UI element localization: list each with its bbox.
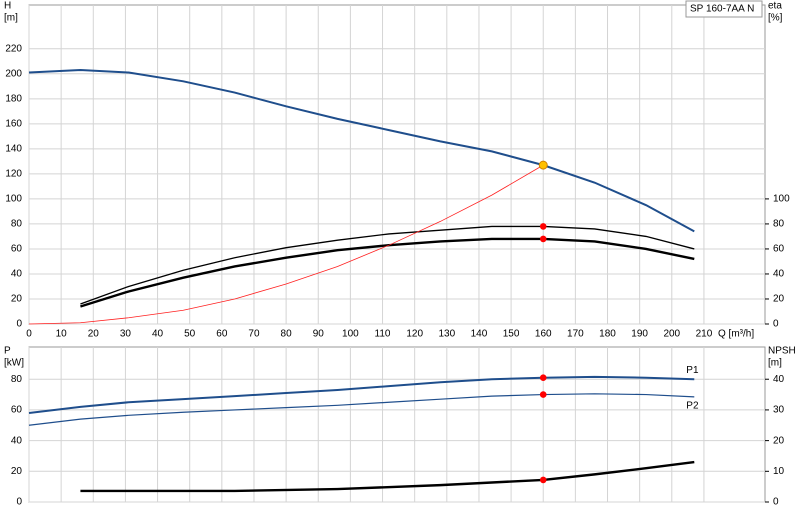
y-tick-label: 220 bbox=[5, 43, 22, 54]
y2-tick-label: 20 bbox=[773, 294, 785, 305]
curve bbox=[28, 164, 544, 325]
x-tick-label: 10 bbox=[56, 329, 68, 340]
y-tick-label: 60 bbox=[11, 244, 23, 255]
x-tick-label: 130 bbox=[438, 329, 455, 340]
plot-area bbox=[28, 4, 766, 325]
y-tick-label: 180 bbox=[5, 93, 22, 104]
y2-tick-label: 40 bbox=[773, 374, 785, 385]
curve bbox=[80, 460, 695, 493]
x-tick-label: 30 bbox=[120, 329, 132, 340]
y-tick-label: 140 bbox=[5, 144, 22, 155]
x-tick-label: 70 bbox=[248, 329, 260, 340]
y-tick-label: 40 bbox=[11, 435, 23, 446]
curve bbox=[28, 375, 695, 414]
y2-axis-label: NPSH bbox=[768, 346, 796, 357]
series-label: P2 bbox=[686, 401, 699, 412]
y-tick-label: 20 bbox=[11, 466, 23, 477]
curve bbox=[80, 225, 695, 305]
x-tick-label: 50 bbox=[184, 329, 196, 340]
y-tick-label: 0 bbox=[16, 497, 22, 508]
y2-axis-label: eta bbox=[768, 1, 782, 12]
y-axis-label: [m] bbox=[4, 13, 18, 24]
x-tick-label: 170 bbox=[567, 329, 584, 340]
y2-tick-label: 30 bbox=[773, 405, 785, 416]
x-tick-label: 140 bbox=[471, 329, 488, 340]
y-tick-label: 160 bbox=[5, 118, 22, 129]
y-axis-label: P bbox=[4, 346, 11, 357]
x-tick-label: 120 bbox=[406, 329, 423, 340]
x-tick-label: 90 bbox=[313, 329, 325, 340]
operating-point bbox=[539, 235, 547, 243]
operating-point bbox=[538, 160, 548, 170]
y2-tick-label: 80 bbox=[773, 219, 785, 230]
operating-point bbox=[539, 223, 547, 230]
y-tick-label: 80 bbox=[11, 374, 23, 385]
y-tick-label: 40 bbox=[11, 269, 23, 280]
series-label: P1 bbox=[686, 365, 699, 376]
y2-tick-label: 40 bbox=[773, 269, 785, 280]
y2-tick-label: 100 bbox=[773, 194, 790, 205]
operating-point bbox=[539, 374, 547, 381]
title-box bbox=[685, 0, 763, 18]
x-tick-label: 190 bbox=[631, 329, 648, 340]
y2-tick-label: 60 bbox=[773, 244, 785, 255]
x-tick-label: 150 bbox=[503, 329, 520, 340]
y-tick-label: 100 bbox=[5, 194, 22, 205]
y-axis-label: H bbox=[4, 1, 11, 12]
curve bbox=[28, 393, 695, 426]
x-axis-label: Q [m³/h] bbox=[718, 329, 754, 340]
y-tick-label: 20 bbox=[11, 294, 23, 305]
operating-point bbox=[539, 391, 547, 398]
x-tick-label: 210 bbox=[696, 329, 713, 340]
x-tick-label: 20 bbox=[88, 329, 100, 340]
x-tick-label: 110 bbox=[375, 329, 391, 340]
y2-tick-label: 0 bbox=[773, 497, 779, 508]
y-tick-label: 0 bbox=[16, 319, 22, 330]
x-tick-label: 180 bbox=[599, 329, 616, 340]
x-tick-label: 160 bbox=[535, 329, 552, 340]
y2-axis-label: [%] bbox=[768, 13, 783, 24]
y-axis-label: [kW] bbox=[4, 358, 24, 369]
x-tick-label: 0 bbox=[26, 329, 32, 340]
y2-tick-label: 10 bbox=[773, 466, 785, 477]
y2-axis-label: [m] bbox=[768, 358, 782, 369]
y-tick-label: 120 bbox=[5, 169, 22, 180]
x-tick-label: 80 bbox=[281, 329, 293, 340]
x-tick-label: 40 bbox=[152, 329, 164, 340]
x-tick-label: 200 bbox=[663, 329, 680, 340]
x-tick-label: 60 bbox=[216, 329, 228, 340]
chart-title: SP 160-7AA N bbox=[690, 4, 754, 15]
y-tick-label: 80 bbox=[11, 219, 23, 230]
y2-tick-label: 20 bbox=[773, 435, 785, 446]
y-tick-label: 60 bbox=[11, 405, 23, 416]
x-tick-label: 100 bbox=[342, 329, 359, 340]
plot-area bbox=[28, 346, 766, 503]
operating-point bbox=[539, 476, 547, 484]
y2-tick-label: 0 bbox=[773, 319, 779, 330]
curve bbox=[28, 69, 695, 233]
y-tick-label: 200 bbox=[5, 68, 22, 79]
